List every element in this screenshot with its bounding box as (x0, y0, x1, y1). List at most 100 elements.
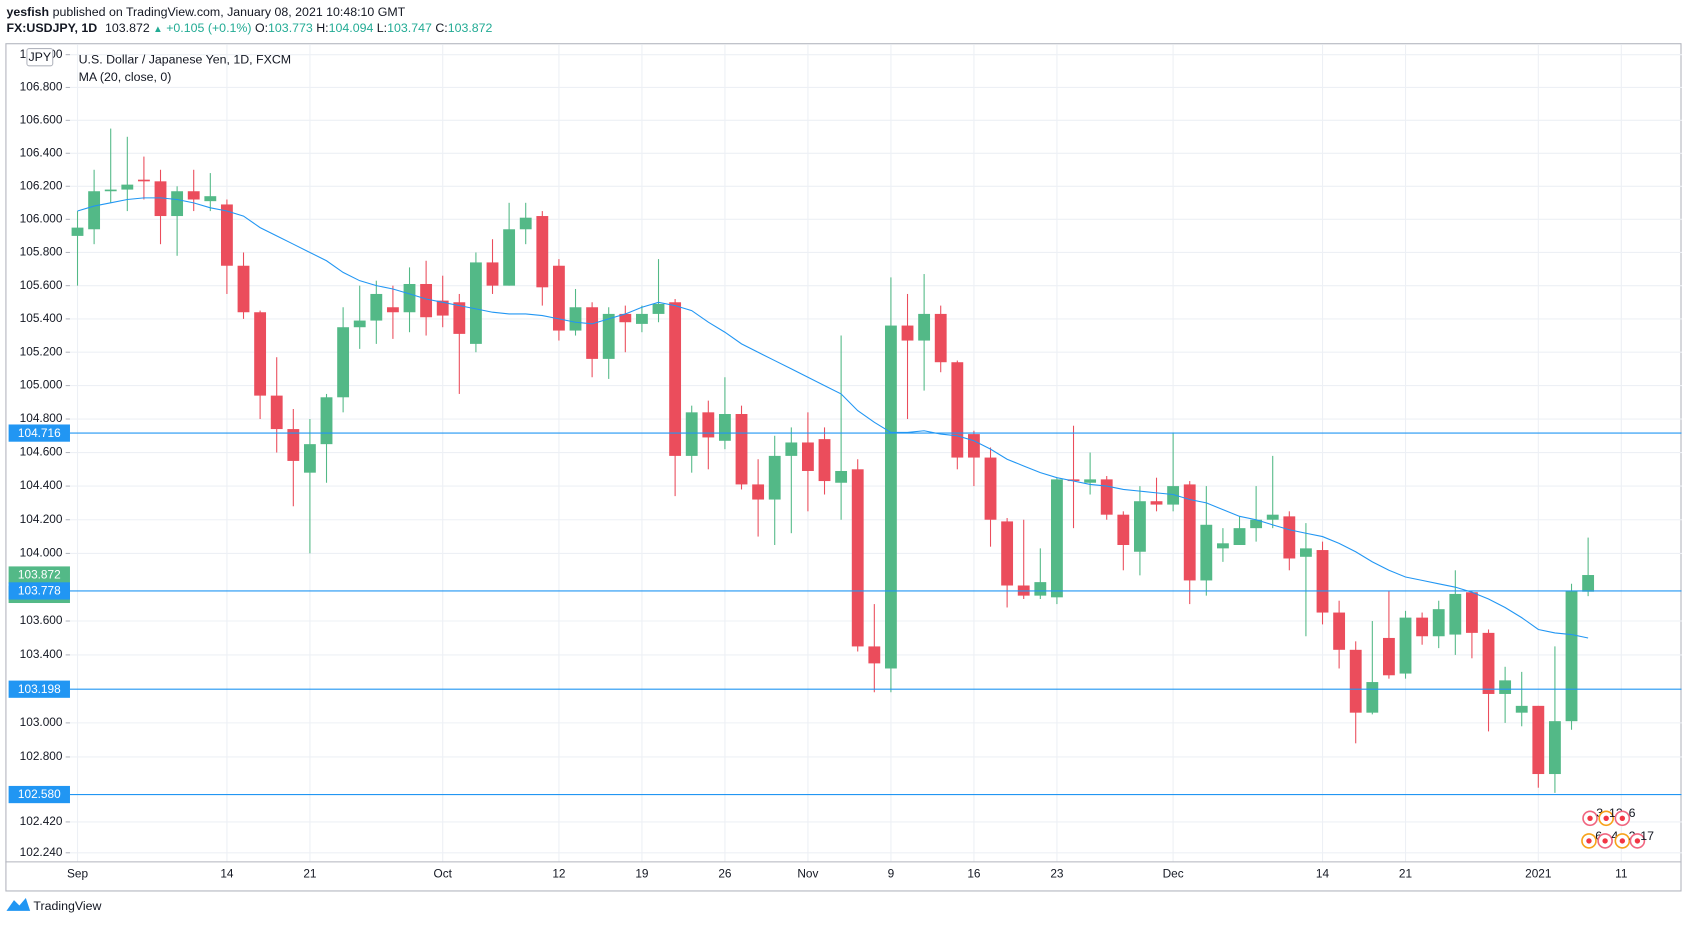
candle-body (851, 469, 864, 647)
last-close: 103.872 (105, 21, 150, 35)
y-tick-label: 106.600 (20, 112, 63, 126)
y-tick-label: 105.600 (20, 278, 63, 292)
y-tick-label: 106.000 (20, 211, 63, 225)
l-value: 103.747 (387, 21, 432, 35)
currency: JPY (28, 50, 51, 64)
candle-body (635, 313, 648, 324)
candle-body (1001, 521, 1014, 586)
candle-body (1283, 516, 1296, 559)
price-line-label-box (8, 424, 70, 442)
c-value: 103.872 (448, 21, 493, 35)
candle-body (237, 265, 250, 313)
overlay: Sep 14 21 Oct 12 19 26 Nov 9 16 23 Dec 14 21 2021 11 102… (8, 47, 1654, 880)
candle-body (1366, 682, 1379, 713)
candle-body (1582, 575, 1595, 592)
candle-body (88, 191, 101, 230)
price-line-label: 102.580 (18, 787, 61, 801)
candle-body (1399, 617, 1412, 674)
x-tick-label: 12 (552, 866, 565, 880)
candle-body (519, 217, 532, 230)
event-count: 17 (1640, 829, 1654, 843)
candle-body (868, 646, 881, 664)
candle-body (137, 179, 150, 182)
candle-body (486, 262, 499, 286)
candle-body (1515, 705, 1528, 713)
candle-body (171, 191, 184, 217)
candle-body (1183, 484, 1196, 581)
candle-body (1100, 479, 1113, 515)
candle-body (918, 313, 931, 341)
candle-body (984, 457, 997, 520)
x-tick-label: Nov (797, 866, 818, 880)
x-tick-label: Oct (434, 866, 453, 880)
footer-brand: TradingView (33, 899, 101, 913)
price-line-label: 103.778 (18, 584, 61, 598)
candle-body (619, 313, 632, 323)
x-tick-label: 23 (1050, 866, 1064, 880)
candle-body (154, 181, 167, 217)
candle-body (121, 184, 134, 190)
event-count: 4 (1611, 829, 1618, 843)
moving-average (77, 197, 1589, 639)
candle-body (1266, 514, 1279, 520)
candle-body (204, 196, 217, 202)
candle-body (1499, 680, 1512, 694)
candle-body (752, 484, 765, 500)
candle-body (320, 397, 333, 445)
x-tick-label: 14 (220, 866, 234, 880)
candle-body (1382, 637, 1395, 676)
candle-body (1482, 632, 1495, 694)
o-label: O: (255, 21, 268, 35)
price-line-label: 103.198 (18, 682, 61, 696)
x-tick-label: 16 (967, 866, 981, 880)
chart-frame (5, 43, 1682, 892)
candle-body (1449, 593, 1462, 635)
candle-body (386, 307, 399, 313)
y-tick-label: 105.400 (20, 311, 63, 325)
y-tick-label: 104.600 (20, 445, 63, 459)
candle-body (884, 325, 897, 669)
candle-body (967, 434, 980, 458)
symbol-line: FX:USDJPY, 1D 103.872 ▲ +0.105 (+0.1%) O… (6, 21, 492, 35)
candle-body (1034, 582, 1047, 596)
candle-body (1532, 705, 1545, 775)
candle-body (1565, 590, 1578, 722)
l-label: L: (377, 21, 387, 35)
last-price-label-box (8, 566, 70, 584)
candle-body (901, 325, 914, 341)
y-tick-label: 102.240 (20, 845, 63, 859)
event-dot (1586, 838, 1592, 844)
price-line-label-box (8, 680, 70, 698)
candle-body (254, 312, 267, 396)
price-line-label-box (8, 582, 70, 600)
y-tick-label: 105.800 (20, 245, 63, 259)
candle-body (768, 455, 781, 500)
x-tick-label: 14 (1316, 866, 1330, 880)
candle-body (669, 302, 682, 456)
h-value: 104.094 (329, 21, 374, 35)
h-label: H: (316, 21, 328, 35)
candle-body (586, 307, 599, 359)
candle-body (735, 414, 748, 485)
candle-body (1167, 486, 1180, 505)
x-tick-label: 21 (303, 866, 316, 880)
event-dot (1619, 838, 1626, 844)
y-tick-label: 104.800 (20, 411, 63, 425)
candle-body (702, 412, 715, 438)
candle-body (1333, 612, 1346, 650)
candle-body (1084, 479, 1097, 483)
candle-body (503, 229, 516, 286)
candle-body (1465, 592, 1478, 633)
y-tick-label: 104.000 (20, 546, 63, 560)
candle-body (104, 189, 117, 192)
candle-body (420, 283, 433, 318)
y-tick-label: 102.800 (20, 749, 63, 763)
candle-body (220, 204, 233, 266)
direction: ▲ (153, 24, 163, 35)
candle-body (1316, 550, 1329, 613)
candle-body (951, 362, 964, 458)
event-dot (1587, 815, 1593, 821)
candle-body (1050, 479, 1063, 598)
